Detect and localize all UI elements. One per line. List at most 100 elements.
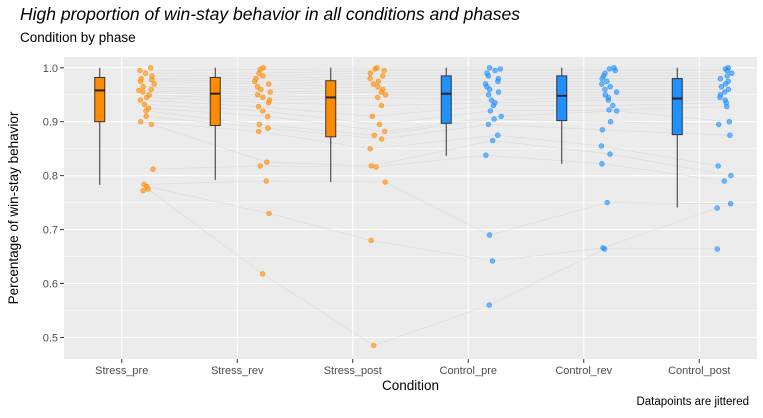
box-Control_rev (556, 67, 568, 164)
datapoint (137, 97, 144, 103)
datapoint (602, 86, 608, 93)
datapoint (375, 83, 381, 90)
box-Stress_pre (94, 67, 106, 185)
y-axis-title: Percentage of win-stay behavior (6, 111, 21, 304)
y-tick-label: 0.7 (43, 225, 58, 237)
x-tick-label: Stress_rev (211, 365, 264, 377)
subject-line (146, 97, 726, 106)
datapoint (140, 83, 147, 90)
subject-line (152, 72, 732, 77)
datapoint (485, 92, 492, 98)
datapoint (263, 178, 269, 184)
datapoint (256, 121, 262, 128)
subject-line (144, 180, 731, 236)
datapoint (380, 73, 386, 79)
subject-line (141, 75, 728, 79)
subject-line (145, 110, 719, 136)
datapoint (143, 108, 149, 114)
box-iqr (209, 76, 221, 126)
datapoint (724, 103, 730, 110)
datapoint (148, 86, 154, 93)
datapoint (265, 125, 271, 131)
x-axis-title: Condition (382, 378, 439, 393)
datapoint (728, 172, 734, 179)
datapoint (137, 118, 144, 125)
subject-line (151, 124, 731, 176)
datapoint (717, 75, 724, 82)
chart-title: High proportion of win-stay behavior in … (20, 4, 521, 24)
x-tick-label: Control_rev (555, 365, 612, 377)
datapoint (725, 86, 732, 93)
x-tick-label: Control_pre (440, 365, 497, 377)
datapoint (612, 67, 618, 74)
subject-line (142, 91, 721, 98)
subject-line (151, 78, 721, 82)
subject-line (145, 70, 728, 74)
datapoint (382, 179, 388, 185)
datapoint (599, 161, 605, 167)
datapoint (714, 246, 720, 252)
x-tick-label: Control_post (668, 365, 730, 377)
subject-line (146, 116, 730, 140)
plot-panel (64, 57, 757, 359)
datapoint (369, 113, 375, 120)
subject-line (139, 68, 726, 71)
datapoint (141, 101, 148, 108)
datapoint (604, 199, 610, 206)
box-iqr (440, 75, 452, 124)
datapoint (487, 108, 494, 114)
datapoint (601, 246, 608, 252)
datapoint (606, 107, 612, 113)
datapoint (613, 108, 620, 114)
datapoint (606, 66, 613, 72)
datapoint (151, 81, 158, 87)
datapoint (490, 137, 496, 144)
datapoint (147, 65, 154, 71)
datapoint (714, 205, 720, 211)
datapoint (490, 102, 497, 109)
datapoint (252, 78, 258, 85)
datapoint (486, 65, 493, 71)
subject-line (140, 99, 727, 117)
datapoint (144, 94, 150, 101)
x-tick-label: Stress_pre (95, 365, 148, 377)
datapoint (265, 100, 272, 106)
datapoint (485, 73, 492, 79)
box-iqr (556, 75, 568, 122)
datapoint (486, 232, 493, 238)
datapoint (495, 89, 502, 95)
y-tick-label: 0.9 (43, 117, 58, 129)
datapoint (145, 186, 151, 192)
y-tick-label: 0.5 (43, 332, 58, 344)
subject-line (151, 89, 729, 93)
datapoint (610, 102, 616, 109)
datapoint (264, 159, 270, 165)
datapoint (721, 89, 728, 95)
datapoint (382, 128, 388, 135)
datapoint (378, 136, 385, 142)
y-tick-label: 0.8 (43, 171, 58, 183)
datapoint (483, 152, 489, 158)
datapoint (722, 81, 729, 87)
subject-line (140, 121, 719, 167)
datapoint (599, 75, 605, 82)
box-plots (94, 67, 683, 208)
datapoint (368, 163, 375, 169)
jittered-datapoints (136, 65, 735, 349)
datapoint (718, 83, 725, 90)
datapoint (492, 67, 498, 74)
datapoint (371, 132, 377, 138)
subject-line (152, 154, 725, 182)
y-tick-label: 1.0 (43, 63, 58, 75)
datapoint (373, 164, 379, 170)
subject-line (138, 90, 725, 96)
box-Stress_post (325, 67, 337, 183)
datapoint (729, 70, 735, 76)
datapoint (489, 258, 496, 264)
datapoint (607, 83, 613, 90)
datapoint (370, 81, 377, 87)
x-axis: Stress_pre Stress_rev Stress_post Control_p… (95, 359, 730, 377)
datapoint (378, 102, 385, 109)
subject-connection-lines (138, 67, 732, 346)
